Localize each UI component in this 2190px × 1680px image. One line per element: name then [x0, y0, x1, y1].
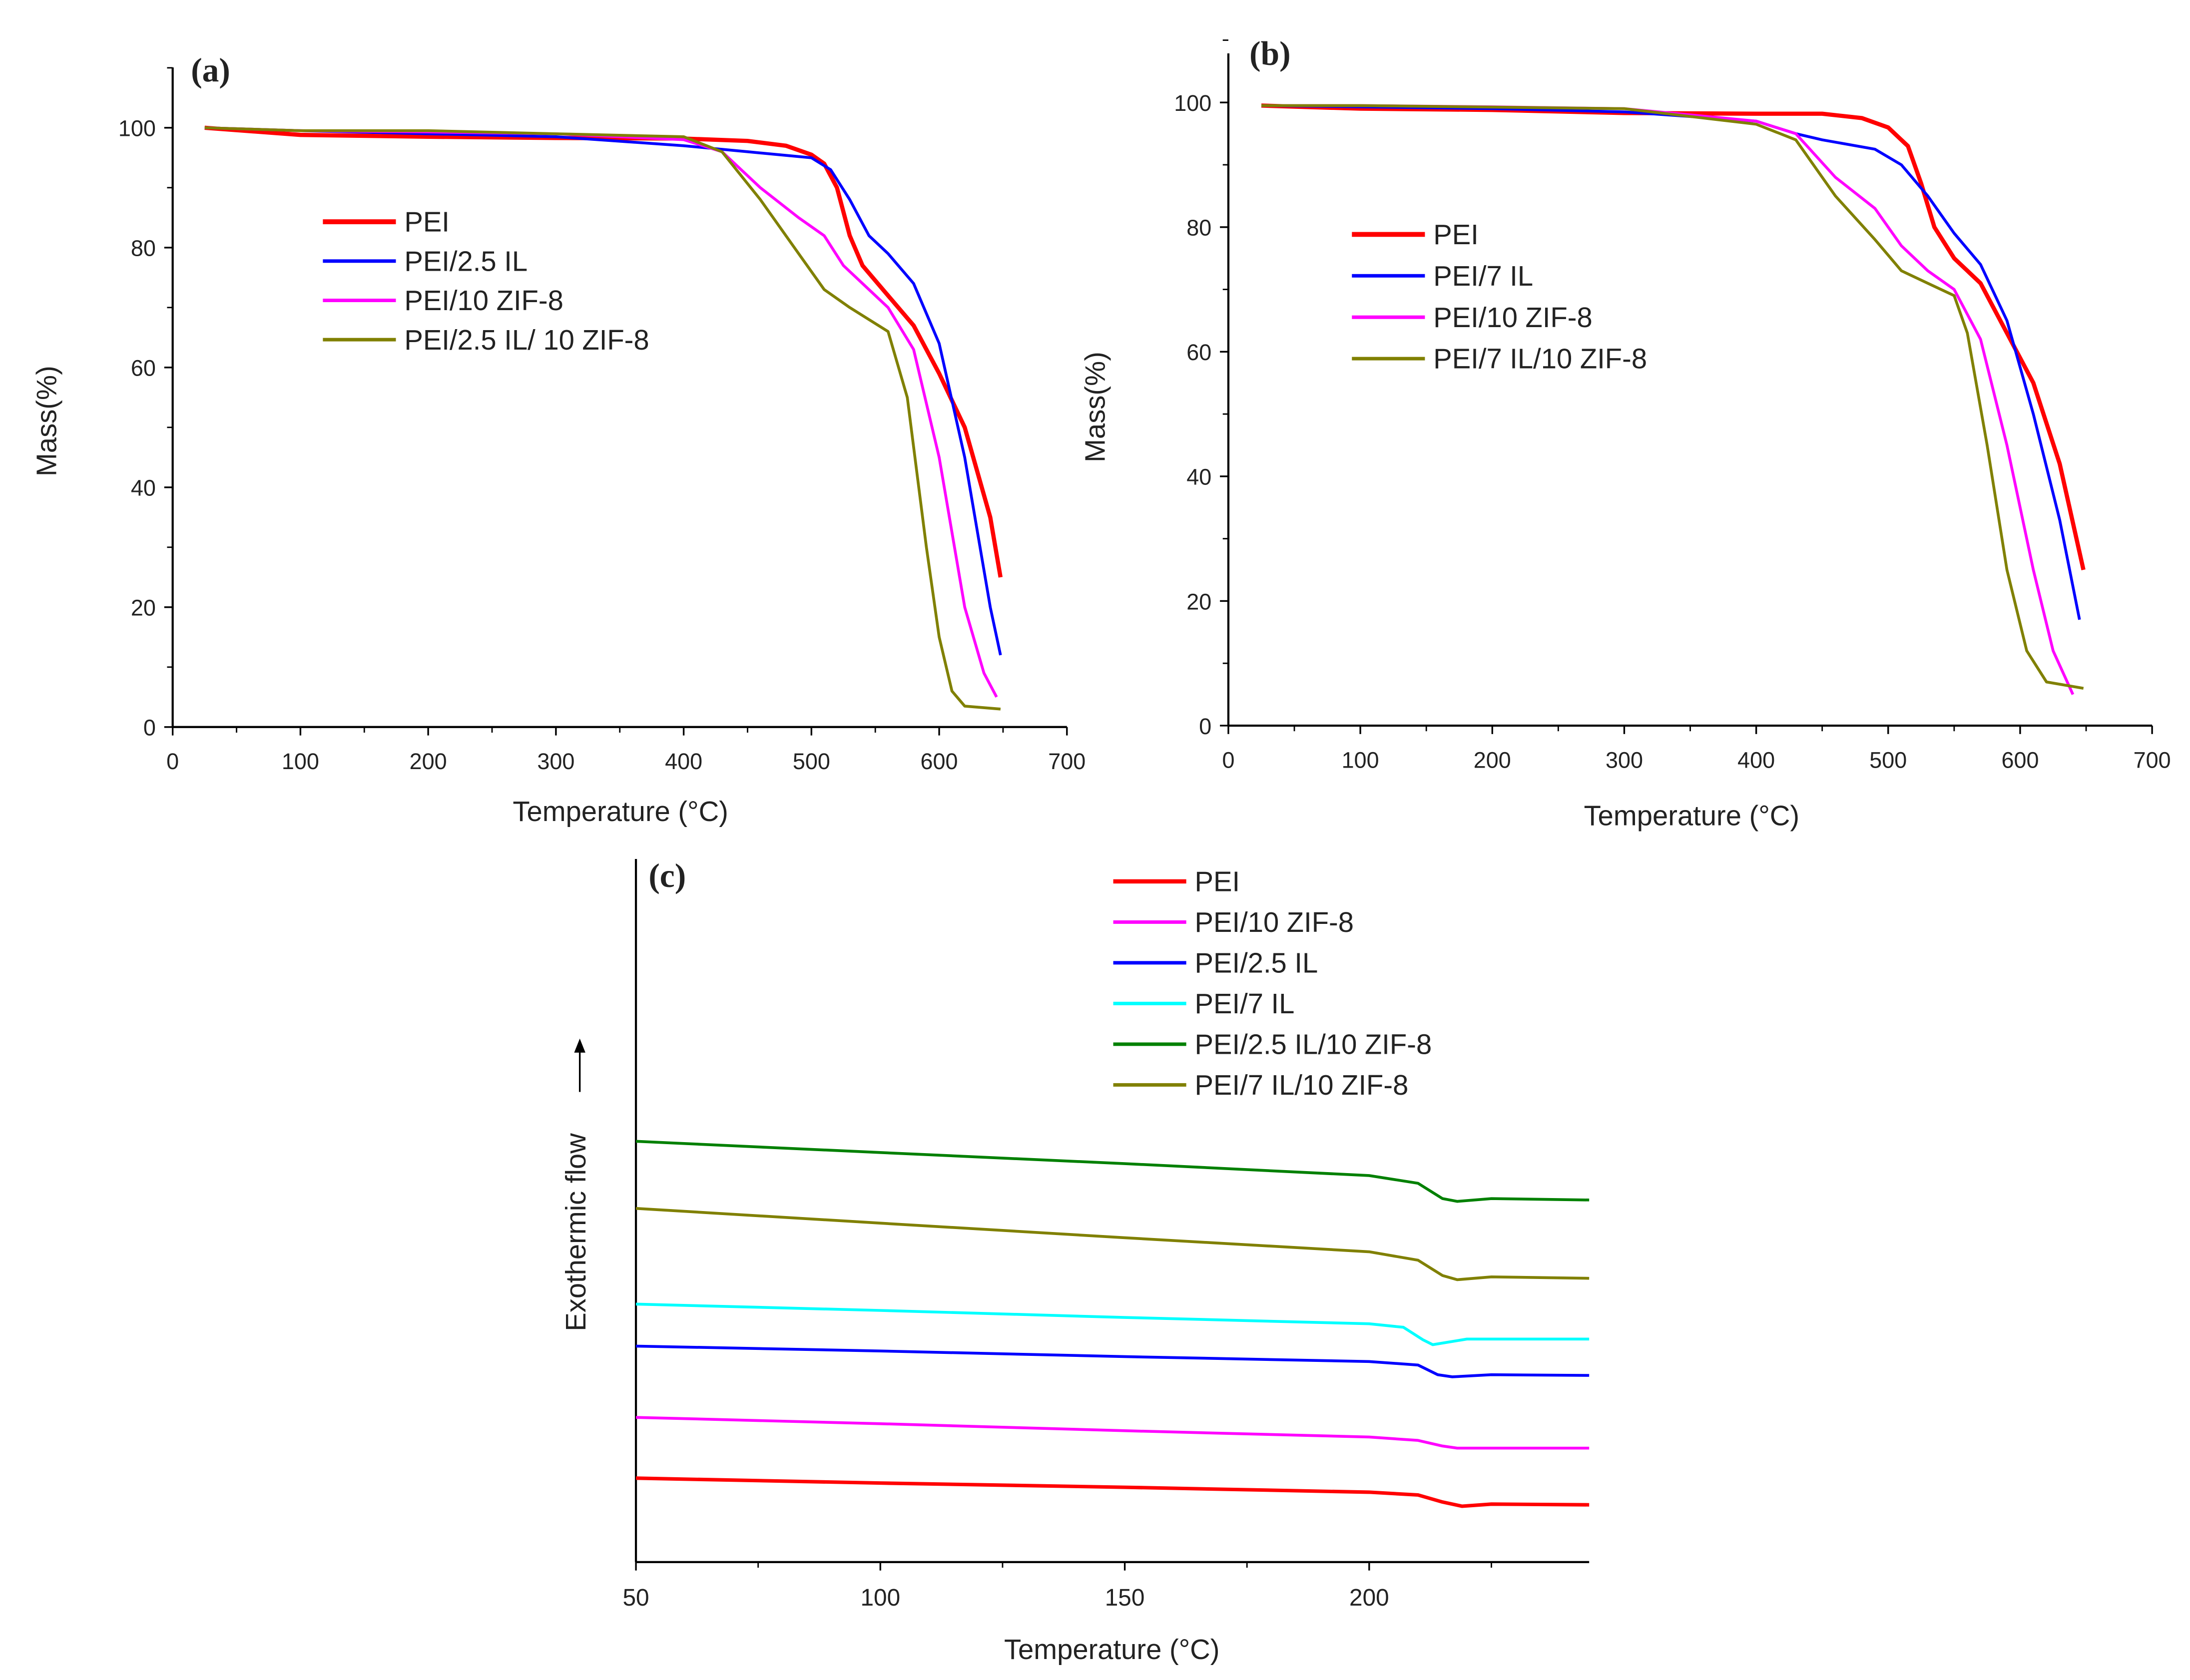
y-axis-label: Mass(%): [1080, 352, 1111, 462]
y-tick-label: 20: [1186, 589, 1211, 614]
x-tick-label: 100: [282, 749, 319, 774]
legend-label: PEI/7 IL: [1195, 988, 1295, 1019]
series-line-5: [635, 1207, 1590, 1281]
panel-b: 0 100 200 300 400 500 600 700 0 20 40 60 80 100 (b) Tem…: [1080, 34, 2171, 831]
legend-label: PEI/10 ZIF-8: [1433, 302, 1593, 333]
x-tick-label: 200: [1349, 1585, 1389, 1611]
x-tick-label: 400: [1737, 747, 1775, 773]
y-tick-label: 80: [1186, 215, 1211, 241]
legend-label: PEI: [1195, 866, 1240, 897]
series-line-0: [635, 1476, 1590, 1508]
x-tick-label: 0: [166, 749, 179, 774]
y-tick-label: 100: [118, 116, 156, 141]
series-line-3: [635, 1302, 1590, 1346]
x-tick-label: 100: [860, 1585, 900, 1611]
x-tick-label: 300: [1606, 747, 1643, 773]
y-tick-label: 60: [1186, 340, 1211, 365]
legend-label: PEI/2.5 IL/ 10 ZIF-8: [404, 324, 649, 356]
y-axis-label: Mass(%): [30, 366, 62, 476]
legend-label: PEI/7 IL: [1433, 260, 1533, 292]
x-tick-label: 600: [921, 749, 958, 774]
legend-label: PEI/2.5 IL: [404, 245, 528, 277]
y-tick-label: 60: [131, 356, 156, 381]
series-line-4: [635, 1140, 1590, 1203]
y-tick-label: 40: [131, 475, 156, 501]
legend-label: PEI/7 IL/10 ZIF-8: [1195, 1069, 1409, 1101]
panel-label: (b): [1249, 34, 1290, 72]
series-line-1: [1261, 104, 2081, 620]
series-line-2: [635, 1344, 1590, 1378]
legend-label: PEI/7 IL/10 ZIF-8: [1433, 343, 1647, 375]
y-tick-label: 80: [131, 236, 156, 261]
legend-label: PEI/2.5 IL: [1195, 947, 1318, 979]
x-tick-label: 600: [2001, 747, 2039, 773]
x-tick-label: 200: [410, 749, 447, 774]
x-axis-label: Temperature (°C): [1584, 800, 1800, 831]
series-line-2: [204, 126, 998, 698]
arrow-head-icon: [574, 1038, 585, 1053]
legend-label: PEI: [404, 206, 450, 238]
y-axis-label: Exothermic flow: [560, 1133, 591, 1331]
series-line-0: [204, 125, 1003, 578]
x-tick-label: 0: [1222, 747, 1234, 773]
x-tick-label: 400: [665, 749, 702, 774]
x-tick-label: 700: [1048, 749, 1086, 774]
legend-label: PEI/10 ZIF-8: [404, 285, 563, 316]
legend-label: PEI: [1433, 219, 1479, 250]
x-axis-label: Temperature (°C): [1004, 1634, 1220, 1665]
series-line-0: [1261, 103, 2086, 570]
panel-label: (a): [191, 51, 230, 89]
y-tick-label: 0: [1199, 714, 1211, 739]
x-tick-label: 300: [537, 749, 574, 774]
series-line-2: [1261, 104, 2075, 695]
series-line-1: [635, 1416, 1590, 1450]
legend-label: PEI/2.5 IL/10 ZIF-8: [1195, 1029, 1432, 1060]
x-tick-label: 500: [1869, 747, 1907, 773]
x-tick-label: 150: [1105, 1585, 1145, 1611]
y-tick-label: 20: [131, 595, 156, 621]
panel-c: 50 100 150 200 (c) Temperature (°C) Exothermic…: [560, 857, 1590, 1665]
y-tick-label: 40: [1186, 464, 1211, 490]
y-tick-label: 0: [143, 715, 156, 741]
legend-label: PEI/10 ZIF-8: [1195, 906, 1354, 938]
panel-label: (c): [648, 857, 686, 894]
x-axis-label: Temperature (°C): [513, 796, 728, 827]
x-tick-label: 50: [622, 1585, 649, 1611]
x-tick-label: 200: [1474, 747, 1511, 773]
x-tick-label: 700: [2134, 747, 2171, 773]
x-tick-label: 500: [793, 749, 830, 774]
x-tick-label: 100: [1342, 747, 1379, 773]
panel-a: 0 100 200 300 400 500 600 700 0 20 40 60 80 100 (a) Tem…: [30, 51, 1086, 827]
y-tick-label: 100: [1174, 90, 1211, 116]
series-line-1: [204, 126, 1002, 656]
series-line-3: [1261, 104, 2084, 690]
series-line-3: [204, 126, 1001, 711]
